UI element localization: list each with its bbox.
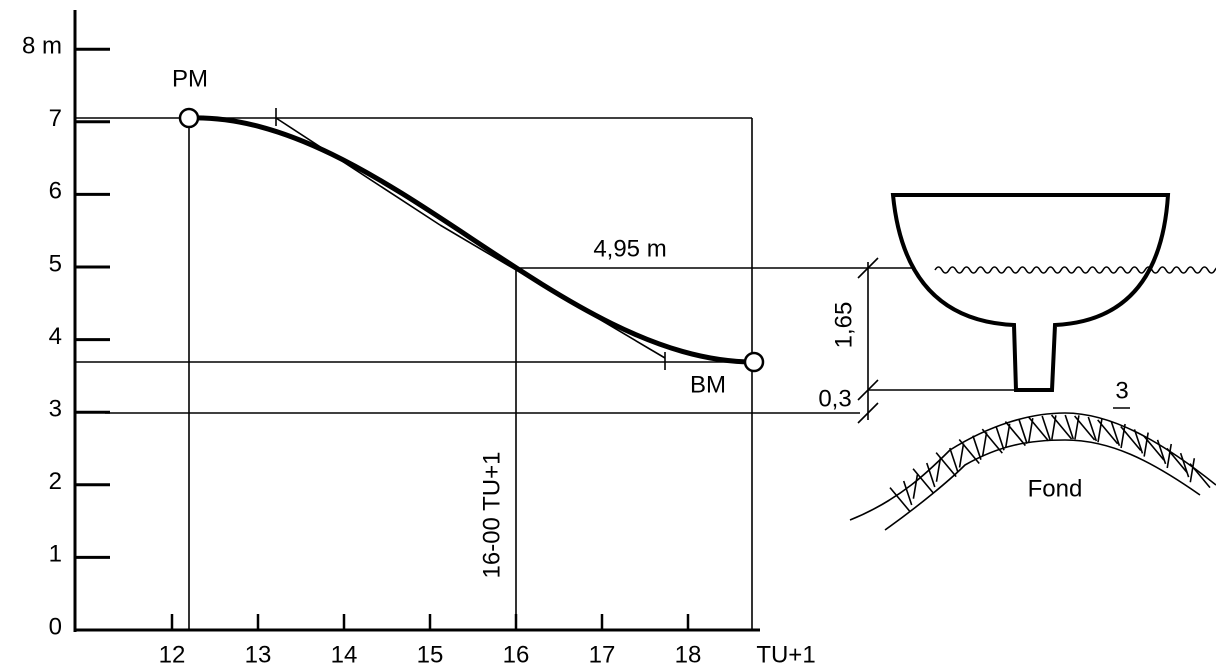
y-tick-label: 8 m [22, 33, 62, 60]
height-label: 4,95 m [593, 235, 666, 262]
seabed [850, 413, 1216, 520]
time-label: 16-00 TU+1 [478, 452, 505, 579]
y-tick-label: 1 [49, 541, 62, 568]
hatch-line [1190, 458, 1194, 482]
tide-diagram: PM BM 4,95 m 16-00 TU+1 1,65 0,3 3 Fond … [0, 0, 1216, 668]
boat [893, 195, 1168, 390]
x-tick-label: 15 [417, 641, 444, 668]
x-tick-label: 13 [245, 641, 272, 668]
tangent [276, 118, 440, 225]
hatch-line [1042, 416, 1050, 440]
y-tick-label: 3 [49, 396, 62, 423]
bottom-label: Fond [1028, 475, 1083, 502]
x-tick-label: 18 [675, 641, 702, 668]
x-tick-label: 17 [589, 641, 616, 668]
sounding-label: 3 [1115, 377, 1128, 404]
hatch-line [960, 444, 964, 468]
pm-label: PM [172, 65, 208, 92]
draft-label: 1,65 [830, 302, 857, 349]
hatch-line [913, 475, 917, 499]
x-unit-label: TU+1 [756, 641, 815, 668]
x-tick-label: 16 [503, 641, 530, 668]
bm-label: BM [690, 371, 726, 398]
high-water-point [180, 109, 198, 127]
x-tick-label: 14 [331, 641, 358, 668]
hatch-line [983, 432, 987, 456]
y-tick-label: 0 [49, 613, 62, 640]
y-tick-label: 6 [49, 178, 62, 205]
tide-curve [189, 118, 754, 362]
x-tick-label: 12 [159, 641, 186, 668]
y-tick-label: 5 [49, 250, 62, 277]
low-water-point [745, 353, 763, 371]
hatch-line [1158, 440, 1166, 464]
y-tick-label: 7 [49, 105, 62, 132]
y-tick-label: 4 [49, 323, 62, 350]
hatch-line [1167, 444, 1171, 468]
clearance-label: 0,3 [818, 385, 851, 412]
hatch-line [1006, 424, 1010, 448]
y-tick-label: 2 [49, 468, 62, 495]
hatch-line [1190, 464, 1210, 488]
hatch-line [950, 448, 958, 472]
axes [74, 10, 760, 632]
